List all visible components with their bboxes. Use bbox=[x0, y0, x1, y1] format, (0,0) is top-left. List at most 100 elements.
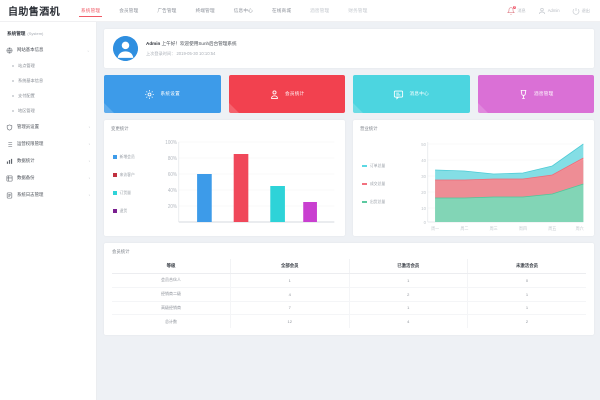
svg-text:40%: 40% bbox=[168, 188, 178, 194]
stat-card-label: 消息中心 bbox=[409, 91, 430, 96]
nav-tab-system[interactable]: 系统管理 bbox=[78, 5, 103, 17]
cell-inactive: 1 bbox=[467, 301, 586, 316]
bar-chart-legend: 新增会员 来访客户 订货量 bbox=[111, 134, 155, 234]
sidebar-subitem-region[interactable]: 地区管理 bbox=[0, 104, 96, 119]
stat-card-member-statistics[interactable]: 会员统计 bbox=[228, 75, 345, 113]
cell-all: 1 bbox=[230, 273, 350, 288]
stat-card-system-settings[interactable]: 系统设置 bbox=[104, 75, 221, 113]
legend-swatch bbox=[362, 201, 367, 203]
body-row: 系统管理 (System) 网站基本信息 ⌄ 站点管理 系统基本信息 支付配置 bbox=[0, 22, 600, 400]
notifications-button[interactable]: 3 消息 bbox=[507, 4, 526, 15]
nav-tab-terminal[interactable]: 终端管理 bbox=[195, 7, 215, 13]
svg-text:周五: 周五 bbox=[548, 226, 556, 232]
legend-item[interactable]: 退货 bbox=[113, 209, 155, 214]
sidebar-title-sub: (System) bbox=[27, 31, 44, 36]
legend-item[interactable]: 订单总量 bbox=[362, 164, 404, 169]
legend-label: 出货总量 bbox=[370, 199, 386, 204]
chevron-right-icon: › bbox=[88, 176, 90, 181]
last-login-line: 上次登录时间： 2019-05-30 10:10:54 bbox=[146, 50, 216, 56]
top-navigation: 系统管理 会员管理 广告管理 终端管理 信息中心 在线商城 酒窖管理 财务管理 bbox=[78, 5, 371, 17]
sidebar-item-data-backup[interactable]: 数据备份 › bbox=[0, 170, 96, 187]
legend-swatch bbox=[113, 173, 117, 177]
sidebar-subitem-label: 支付配置 bbox=[18, 92, 35, 98]
chevron-right-icon: › bbox=[88, 142, 90, 147]
greeting-text: 上午好！欢迎使用Sunh后台管理系统 bbox=[161, 40, 237, 46]
corner-accent bbox=[104, 103, 114, 113]
bar-chart-title: 变更统计 bbox=[111, 126, 129, 131]
nav-tab-cellar[interactable]: 酒窖管理 bbox=[310, 7, 330, 13]
chevron-right-icon: › bbox=[88, 125, 90, 130]
cell-level: 会员合伙人 bbox=[112, 273, 231, 288]
sidebar-item-data-statistics[interactable]: 数据统计 › bbox=[0, 153, 96, 170]
svg-text:0: 0 bbox=[424, 220, 427, 225]
log-icon bbox=[6, 192, 13, 199]
legend-label: 订单总量 bbox=[370, 163, 386, 168]
sidebar-subitem-system-info[interactable]: 系统基本信息 bbox=[0, 73, 96, 88]
svg-text:20%: 20% bbox=[168, 204, 178, 210]
member-statistics-card: 会员统计 等级 全部会员 已激活会员 未激活会员 会员合伙人 1 bbox=[104, 243, 594, 335]
legend-item[interactable]: 来访客户 bbox=[113, 173, 155, 178]
svg-text:30: 30 bbox=[421, 174, 426, 179]
user-icon bbox=[269, 89, 280, 100]
cell-inactive: 1 bbox=[467, 287, 586, 302]
nav-tab-finance[interactable]: 财务管理 bbox=[348, 7, 368, 13]
legend-swatch bbox=[362, 165, 367, 167]
cell-active: 2 bbox=[349, 287, 468, 302]
svg-text:周二: 周二 bbox=[460, 226, 468, 232]
svg-text:周六: 周六 bbox=[576, 225, 584, 232]
logout-button[interactable]: 退出 bbox=[572, 7, 590, 15]
greeting-name: Admin bbox=[146, 40, 161, 46]
bar-chart-plot: 100% 80% 60% 40% 20% bbox=[155, 134, 338, 234]
gear-icon bbox=[144, 89, 155, 100]
sidebar-item-site-info[interactable]: 网站基本信息 ⌄ bbox=[0, 42, 96, 58]
nav-tab-ads[interactable]: 广告管理 bbox=[157, 7, 177, 13]
nav-tab-online-store[interactable]: 在线商城 bbox=[271, 7, 292, 13]
stat-card-label: 会员统计 bbox=[284, 91, 305, 96]
greeting-line: Admin 上午好！欢迎使用Sunh后台管理系统 bbox=[146, 41, 237, 47]
cell-all: 7 bbox=[230, 301, 350, 316]
legend-item[interactable]: 出货总量 bbox=[362, 200, 404, 205]
cell-level: 总计数 bbox=[112, 314, 231, 329]
stat-card-cellar-management[interactable]: 酒窖管理 bbox=[477, 75, 594, 113]
legend-label: 来访客户 bbox=[119, 172, 135, 177]
legend-swatch bbox=[113, 155, 117, 159]
nav-tab-member[interactable]: 会员管理 bbox=[119, 7, 139, 13]
legend-label: 退货 bbox=[119, 208, 128, 213]
stat-card-message-center[interactable]: 消息中心 bbox=[353, 75, 470, 113]
sidebar-subitem-site[interactable]: 站点管理 bbox=[0, 58, 96, 73]
legend-item[interactable]: 订货量 bbox=[113, 191, 155, 196]
notification-badge: 3 bbox=[512, 4, 517, 10]
wine-icon bbox=[518, 89, 529, 100]
column-header-all-members: 全部会员 bbox=[230, 259, 350, 274]
profile-card: Admin 上午好！欢迎使用Sunh后台管理系统 上次登录时间： 2019-05… bbox=[104, 29, 594, 68]
sidebar-item-system-log[interactable]: 系统日志管理 › bbox=[0, 187, 96, 204]
globe-icon bbox=[6, 47, 13, 54]
legend-item[interactable]: 新增会员 bbox=[113, 155, 155, 160]
charts-row: 变更统计 新增会员 来访客户 bbox=[104, 120, 594, 236]
sidebar-item-admin-settings[interactable]: 管理员设置 › bbox=[0, 119, 96, 136]
legend-swatch bbox=[113, 191, 117, 195]
shield-icon bbox=[6, 124, 13, 131]
svg-text:60%: 60% bbox=[168, 172, 178, 178]
stat-card-label: 酒窖管理 bbox=[533, 91, 554, 96]
top-bar-actions: 3 消息 Admin 退出 bbox=[507, 4, 594, 15]
table-row: 经销商二级 4 2 1 bbox=[112, 287, 586, 302]
nav-tab-info-center[interactable]: 信息中心 bbox=[233, 7, 253, 13]
sidebar-subitem-payment[interactable]: 支付配置 bbox=[0, 88, 96, 103]
app-brand-title: 自助售酒机 bbox=[8, 7, 60, 18]
sidebar-title-text: 系统管理 bbox=[7, 31, 26, 36]
area-chart-card: 营业统计 订单总量 成交总量 bbox=[353, 120, 594, 236]
message-icon bbox=[393, 89, 404, 100]
member-table-title: 会员统计 bbox=[112, 249, 130, 254]
sidebar: 系统管理 (System) 网站基本信息 ⌄ 站点管理 系统基本信息 支付配置 bbox=[0, 22, 97, 400]
legend-item[interactable]: 成交总量 bbox=[362, 182, 404, 187]
profile-text: Admin 上午好！欢迎使用Sunh后台管理系统 上次登录时间： 2019-05… bbox=[146, 41, 237, 57]
bar-chart-card: 变更统计 新增会员 来访客户 bbox=[104, 120, 345, 236]
sidebar-title: 系统管理 (System) bbox=[0, 28, 96, 42]
sidebar-item-operation-permission[interactable]: 运营权限管理 › bbox=[0, 136, 96, 153]
account-button[interactable]: Admin bbox=[538, 7, 560, 15]
list-icon bbox=[6, 141, 13, 148]
avatar bbox=[113, 36, 138, 61]
svg-text:周三: 周三 bbox=[490, 226, 498, 232]
